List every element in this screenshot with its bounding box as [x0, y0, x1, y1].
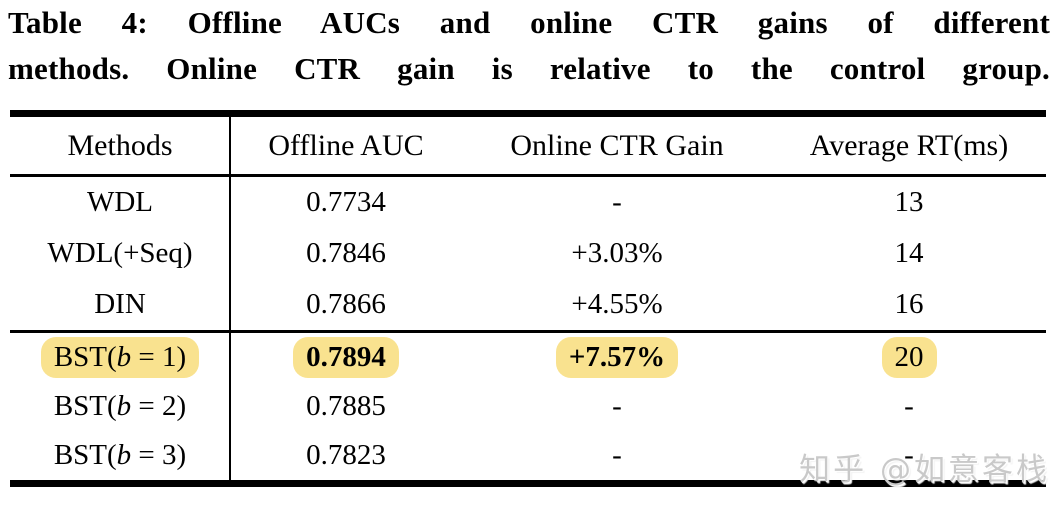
zhihu-watermark: 知乎 @如意客栈	[799, 452, 1050, 488]
cell-offline-auc: 0.7734	[306, 186, 386, 218]
cell-online-ctr-gain: -	[612, 390, 622, 422]
cell-offline-auc: 0.7885	[306, 390, 386, 422]
table-row-wdl: WDL 0.7734 - 13	[10, 177, 1046, 228]
cell-average-rt: 14	[894, 237, 924, 269]
header-methods: Methods	[67, 128, 173, 162]
table-row-wdl-seq: WDL(+Seq) 0.7846 +3.03% 14	[10, 228, 1046, 279]
highlight-auc: 0.7894	[293, 337, 399, 378]
caption-line-1: Table 4: Offline AUCs and online CTR gai…	[8, 5, 1050, 40]
cell-method: WDL	[86, 186, 154, 218]
table-header-row: Methods Offline AUC Online CTR Gain Aver…	[10, 117, 1046, 177]
highlight-rt: 20	[881, 337, 937, 378]
cell-average-rt: -	[904, 390, 914, 422]
cell-average-rt: 16	[894, 288, 924, 320]
mid-rule	[10, 330, 1046, 333]
highlight-method: BST(b = 1)	[40, 337, 200, 378]
cell-online-ctr-gain: +7.57%	[462, 337, 772, 378]
table-caption: Table 4: Offline AUCs and online CTR gai…	[8, 0, 1050, 92]
cell-offline-auc: 0.7866	[306, 288, 386, 320]
table-row-bst-b1: BST(b = 1) 0.7894 +7.57% 20	[10, 333, 1046, 382]
cell-method: WDL(+Seq)	[47, 237, 193, 269]
cell-method: BST(b = 1)	[10, 337, 230, 378]
cell-method: DIN	[94, 288, 146, 320]
cell-average-rt: -	[904, 439, 914, 471]
header-offline-auc: Offline AUC	[268, 128, 424, 162]
cell-online-ctr-gain: -	[612, 439, 622, 471]
caption-line-2: methods. Online CTR gain is relative to …	[8, 51, 1050, 86]
results-table: Methods Offline AUC Online CTR Gain Aver…	[10, 110, 1046, 487]
cell-online-ctr-gain: +4.55%	[571, 288, 663, 320]
highlight-ctr: +7.57%	[555, 337, 679, 378]
table-row-bst-b2: BST(b = 2) 0.7885 - -	[10, 382, 1046, 431]
cell-offline-auc: 0.7823	[306, 439, 386, 471]
cell-method: BST(b = 2)	[53, 390, 187, 422]
table-row-bst-b3: BST(b = 3) 0.7823 - -	[10, 431, 1046, 480]
header-online-ctr-gain: Online CTR Gain	[510, 128, 724, 162]
table-row-din: DIN 0.7866 +4.55% 16	[10, 279, 1046, 330]
cell-online-ctr-gain: +3.03%	[571, 237, 663, 269]
cell-average-rt: 13	[894, 186, 924, 218]
cell-online-ctr-gain: -	[612, 186, 622, 218]
cell-method: BST(b = 3)	[53, 439, 187, 471]
cell-offline-auc: 0.7894	[230, 337, 462, 378]
column-divider	[229, 117, 231, 480]
cell-offline-auc: 0.7846	[306, 237, 386, 269]
header-average-rt: Average RT(ms)	[809, 128, 1009, 162]
cell-average-rt: 20	[772, 337, 1046, 378]
